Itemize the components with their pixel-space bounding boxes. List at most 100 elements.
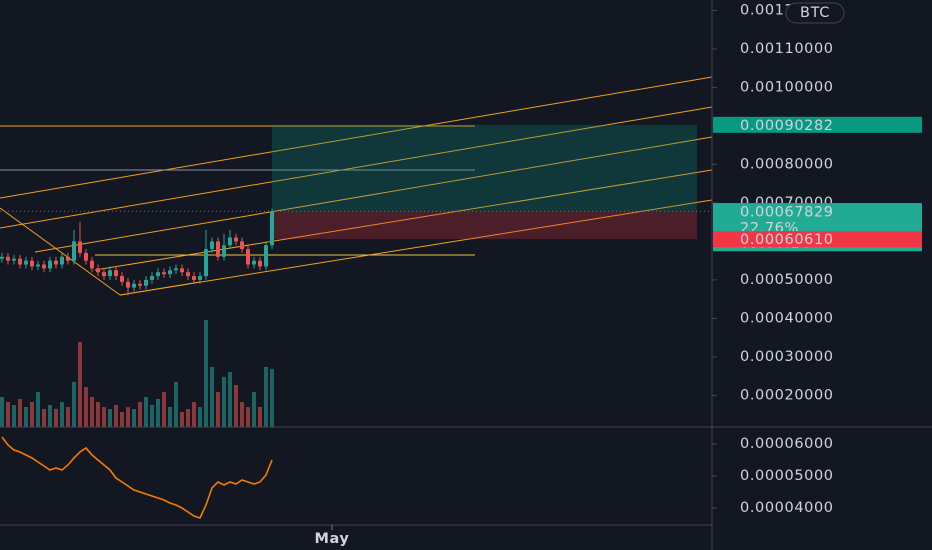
drawings (0, 76, 713, 296)
candle-body (131, 283, 136, 288)
volume-bar (47, 405, 52, 427)
y-tick-label: 0.00006000 (740, 436, 834, 452)
candle-body (215, 241, 220, 257)
candle-body (239, 241, 244, 250)
candle-body (35, 264, 40, 267)
candle-body (71, 241, 76, 261)
candle-body (269, 211, 274, 246)
candle-body (227, 237, 232, 246)
candle-body (101, 272, 106, 277)
y-tick-label: 0.00080000 (740, 156, 834, 172)
candle-body (53, 260, 58, 265)
volume-bar (209, 367, 214, 427)
volume-bar (197, 407, 202, 427)
candle-body (47, 260, 52, 269)
candle-body (125, 281, 130, 288)
candle-body (77, 241, 82, 253)
loss-zone (272, 211, 697, 240)
candle-body (155, 272, 160, 277)
volume-bar (29, 402, 34, 427)
y-tick-label: 0.00004000 (740, 500, 834, 516)
volume-bar (143, 397, 148, 427)
volume-bar (227, 372, 232, 427)
candle-body (29, 260, 34, 267)
volume-bar (65, 407, 70, 427)
volume-bar (239, 402, 244, 427)
candle-body (11, 258, 16, 261)
candle-body (179, 268, 184, 273)
candle-body (161, 272, 166, 275)
volume-bar (137, 402, 142, 427)
candle-body (119, 276, 124, 282)
candle-body (185, 272, 190, 277)
target-label-bg (713, 116, 922, 133)
x-tick-label: May (314, 531, 349, 547)
currency-label: BTC (800, 5, 830, 21)
candle-body (59, 256, 64, 265)
volume-bar (203, 320, 208, 427)
volume-bar (101, 407, 106, 427)
volume-bar (185, 409, 190, 427)
volume-bar (269, 369, 274, 427)
y-tick-label: 0.00040000 (740, 310, 834, 326)
candle-body (65, 256, 70, 261)
volume-bar (125, 407, 130, 427)
candle-body (113, 270, 118, 277)
candle-body (263, 245, 268, 267)
candle-body (191, 276, 196, 280)
volume-bar (89, 397, 94, 427)
volume-bar (257, 407, 262, 427)
candle-body (95, 268, 100, 273)
y-tick-label: 0.00030000 (740, 349, 834, 365)
y-tick-label: 0.00020000 (740, 387, 834, 403)
volume-bar (251, 392, 256, 427)
volume-bar (113, 405, 118, 427)
candle-body (23, 260, 28, 265)
candle-body (233, 237, 238, 242)
profit-zone (272, 124, 697, 212)
volume-bar (77, 342, 82, 427)
candle-body (209, 241, 214, 250)
volume-bar (245, 407, 250, 427)
candle-body (89, 260, 94, 269)
candle-body (149, 276, 154, 280)
volume-bar (167, 407, 172, 427)
candle-body (137, 283, 142, 286)
volume-bar (41, 409, 46, 427)
candle-body (107, 270, 112, 277)
candle-body (5, 256, 10, 261)
target-label: 0.00090282 (740, 118, 834, 134)
volume-bar (95, 402, 100, 427)
y-tick-label: 0.00110000 (740, 41, 834, 57)
plot (0, 208, 274, 519)
indicator-line (1, 436, 273, 519)
volume-bar (53, 409, 58, 427)
volume-bar (179, 412, 184, 427)
candle-body (245, 249, 250, 265)
candle-body (221, 245, 226, 257)
candle-body (17, 258, 22, 265)
volume-bar (191, 402, 196, 427)
volume-bar (59, 402, 64, 427)
price-labels: 0.000902820.000679020.0006782922.76%09:0… (713, 116, 922, 252)
volume-bar (23, 407, 28, 427)
volume-bar (107, 409, 112, 427)
y-tick-label: 0.00050000 (740, 272, 834, 288)
volume-bar (131, 409, 136, 427)
volume-bar (155, 399, 160, 427)
volume-bar (161, 392, 166, 427)
volume-bar (35, 392, 40, 427)
volume-bar (119, 412, 124, 427)
candle-body (257, 260, 262, 267)
stop-label: 0.00060610 (740, 232, 834, 248)
volume-bar (71, 382, 76, 427)
volume-bar (263, 367, 268, 427)
currency-badge (785, 2, 845, 24)
volume-bar (0, 397, 4, 427)
position-boxes (0, 124, 712, 240)
stop-label-bg (713, 231, 922, 248)
current-label: 0.00067829 (740, 204, 834, 220)
volume-bar (221, 377, 226, 427)
